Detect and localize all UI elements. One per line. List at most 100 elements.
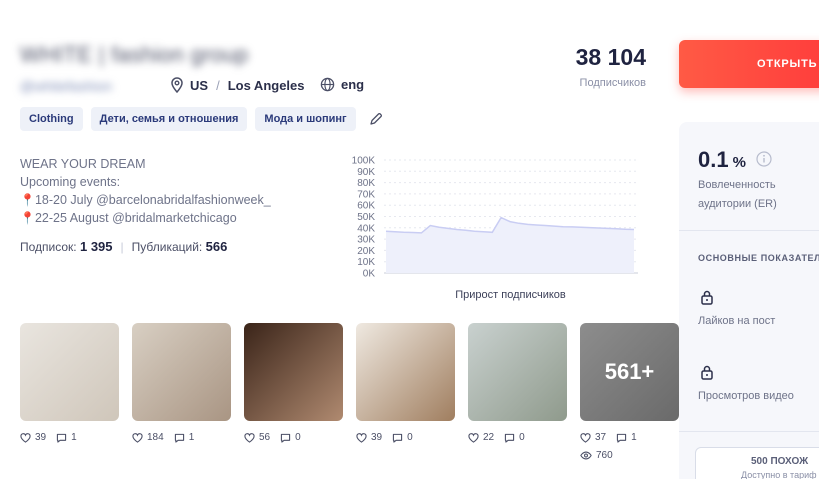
subscribers-label: Подписчиков [579,77,646,89]
location-pin-icon [171,77,183,93]
info-icon[interactable] [756,151,772,167]
tag-fashion[interactable]: Мода и шопинг [255,107,356,131]
y-tick-label: 30K [357,235,375,246]
profile-handle: @whitefashion [20,78,113,94]
post-likes: 56 [259,432,271,443]
heart-icon [468,432,479,443]
language: eng [320,77,364,92]
comment-icon [504,433,515,443]
post-comments: 1 [71,432,77,443]
following-label: Подписок: [20,240,77,254]
post-thumbnail[interactable]: 561+ [580,323,679,421]
y-tick-label: 20K [357,246,375,257]
post-comments: 0 [407,432,413,443]
profile-stats: Подписок: 1 395 | Публикаций: 566 [20,239,228,254]
post-views: 760 [580,450,679,461]
similar-label: 500 ПОХОЖ [751,456,809,467]
post-card[interactable]: 56 0 [244,323,343,461]
heart-icon [580,432,591,443]
y-tick-label: 100K [352,156,376,167]
y-tick-label: 60K [357,201,375,212]
similar-sub: Доступно в тариф [741,470,817,479]
heart-icon [132,432,143,443]
location-country: US [190,77,209,93]
er-label: Вовлеченность аудитории (ER) [698,179,777,210]
post-comments: 1 [631,432,637,443]
eye-icon [580,451,592,460]
location-city: Los Angeles [227,77,305,93]
series-line [385,216,635,234]
post-comments: 1 [188,432,195,443]
post-likes: 184 [147,432,164,443]
post-likes: 39 [35,432,47,443]
subscribers-count: 38 104 [575,44,646,70]
posts-label: Публикаций: [131,240,203,254]
posts-grid: 39 1 184 1 56 0 39 0 22 0 561+ 37 1 760 [20,323,679,461]
profile-name: WHITE | fashion group [20,42,249,67]
pencil-icon[interactable] [368,111,384,127]
post-views-count: 760 [596,450,613,461]
post-stats: 184 1 [132,432,231,443]
comment-icon [616,433,627,443]
divider [679,431,819,432]
post-stats: 37 1 [580,432,679,443]
lock-icon [701,365,713,380]
post-card[interactable]: 39 1 [20,323,119,461]
language-value: eng [341,77,365,92]
comment-icon [174,433,184,443]
post-card[interactable]: 561+ 37 1 760 [580,323,679,461]
series-area [386,217,634,273]
post-thumbnail[interactable] [20,323,119,421]
heart-icon [244,432,255,443]
post-comments: 0 [295,432,301,443]
comment-icon [392,433,403,443]
heart-icon [20,432,31,443]
globe-icon [320,77,335,92]
post-thumbnail[interactable] [244,323,343,421]
post-card[interactable]: 184 1 [132,323,231,461]
pin-icon: 📍 [20,211,35,225]
post-card[interactable]: 22 0 [468,323,567,461]
divider [679,230,819,231]
bio-line: Upcoming events: [20,175,121,189]
comment-icon [280,433,291,443]
metric-likes-label: Лайков на пост [698,315,776,327]
y-tick-label: 90K [357,167,375,178]
bio-line: WEAR YOUR DREAM [20,157,146,171]
pin-icon: 📍 [20,193,35,207]
y-tick-label: 40K [357,223,375,234]
section-title: ОСНОВНЫЕ ПОКАЗАТЕЛ [698,253,819,263]
bio: WEAR YOUR DREAM Upcoming events: 📍18-20 … [20,155,271,227]
post-stats: 22 0 [468,432,567,443]
post-card[interactable]: 39 0 [356,323,455,461]
location: US / Los Angeles [170,77,305,93]
more-posts-count[interactable]: 561+ [604,359,655,384]
post-stats: 56 0 [244,432,343,443]
following-count: 1 395 [79,239,113,254]
post-stats: 39 0 [356,432,455,443]
post-likes: 37 [595,432,607,443]
open-button[interactable]: ОТКРЫТЬ С [679,40,819,88]
y-tick-label: 80K [357,178,375,189]
y-tick-label: 10K [357,257,375,268]
tag-family[interactable]: Дети, семья и отношения [90,107,248,131]
post-thumbnail[interactable] [356,323,455,421]
tag-clothing[interactable]: Clothing [20,107,83,131]
y-tick-label: 50K [357,212,375,223]
er-value: 0.1% [698,147,772,173]
post-thumbnail[interactable] [468,323,567,421]
post-likes: 22 [483,432,495,443]
heart-icon [356,432,367,443]
y-tick-label: 70K [357,189,375,200]
post-thumbnail[interactable] [132,323,231,421]
lock-icon [701,290,713,305]
y-tick-label: 0K [363,269,376,280]
chart-title: Прирост подписчиков [455,289,566,301]
similar-accounts-button[interactable]: 500 ПОХОЖ Доступно в тариф [695,447,819,479]
post-likes: 39 [371,432,383,443]
comment-icon [56,433,67,443]
post-stats: 39 1 [20,432,119,443]
post-comments: 0 [519,432,525,443]
bio-line: 18-20 July @barcelonabridalfashionweek_ [34,193,271,207]
